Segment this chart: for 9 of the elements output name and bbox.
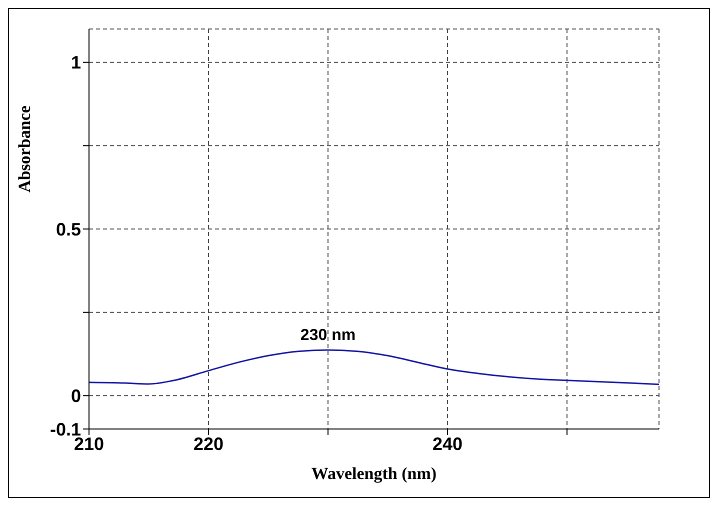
y-tick-label: 0 [70, 386, 81, 406]
y-tick-label: 0.5 [56, 219, 81, 240]
x-tick-label: 240 [432, 434, 463, 454]
x-tick-label: 220 [193, 434, 224, 454]
y-tick-label: 1 [70, 52, 81, 73]
y-axis-title: Absorbance [15, 105, 34, 192]
x-axis-title: Wavelength (nm) [311, 464, 437, 483]
line-series [89, 349, 659, 386]
annotation: 230 nm [300, 327, 356, 344]
